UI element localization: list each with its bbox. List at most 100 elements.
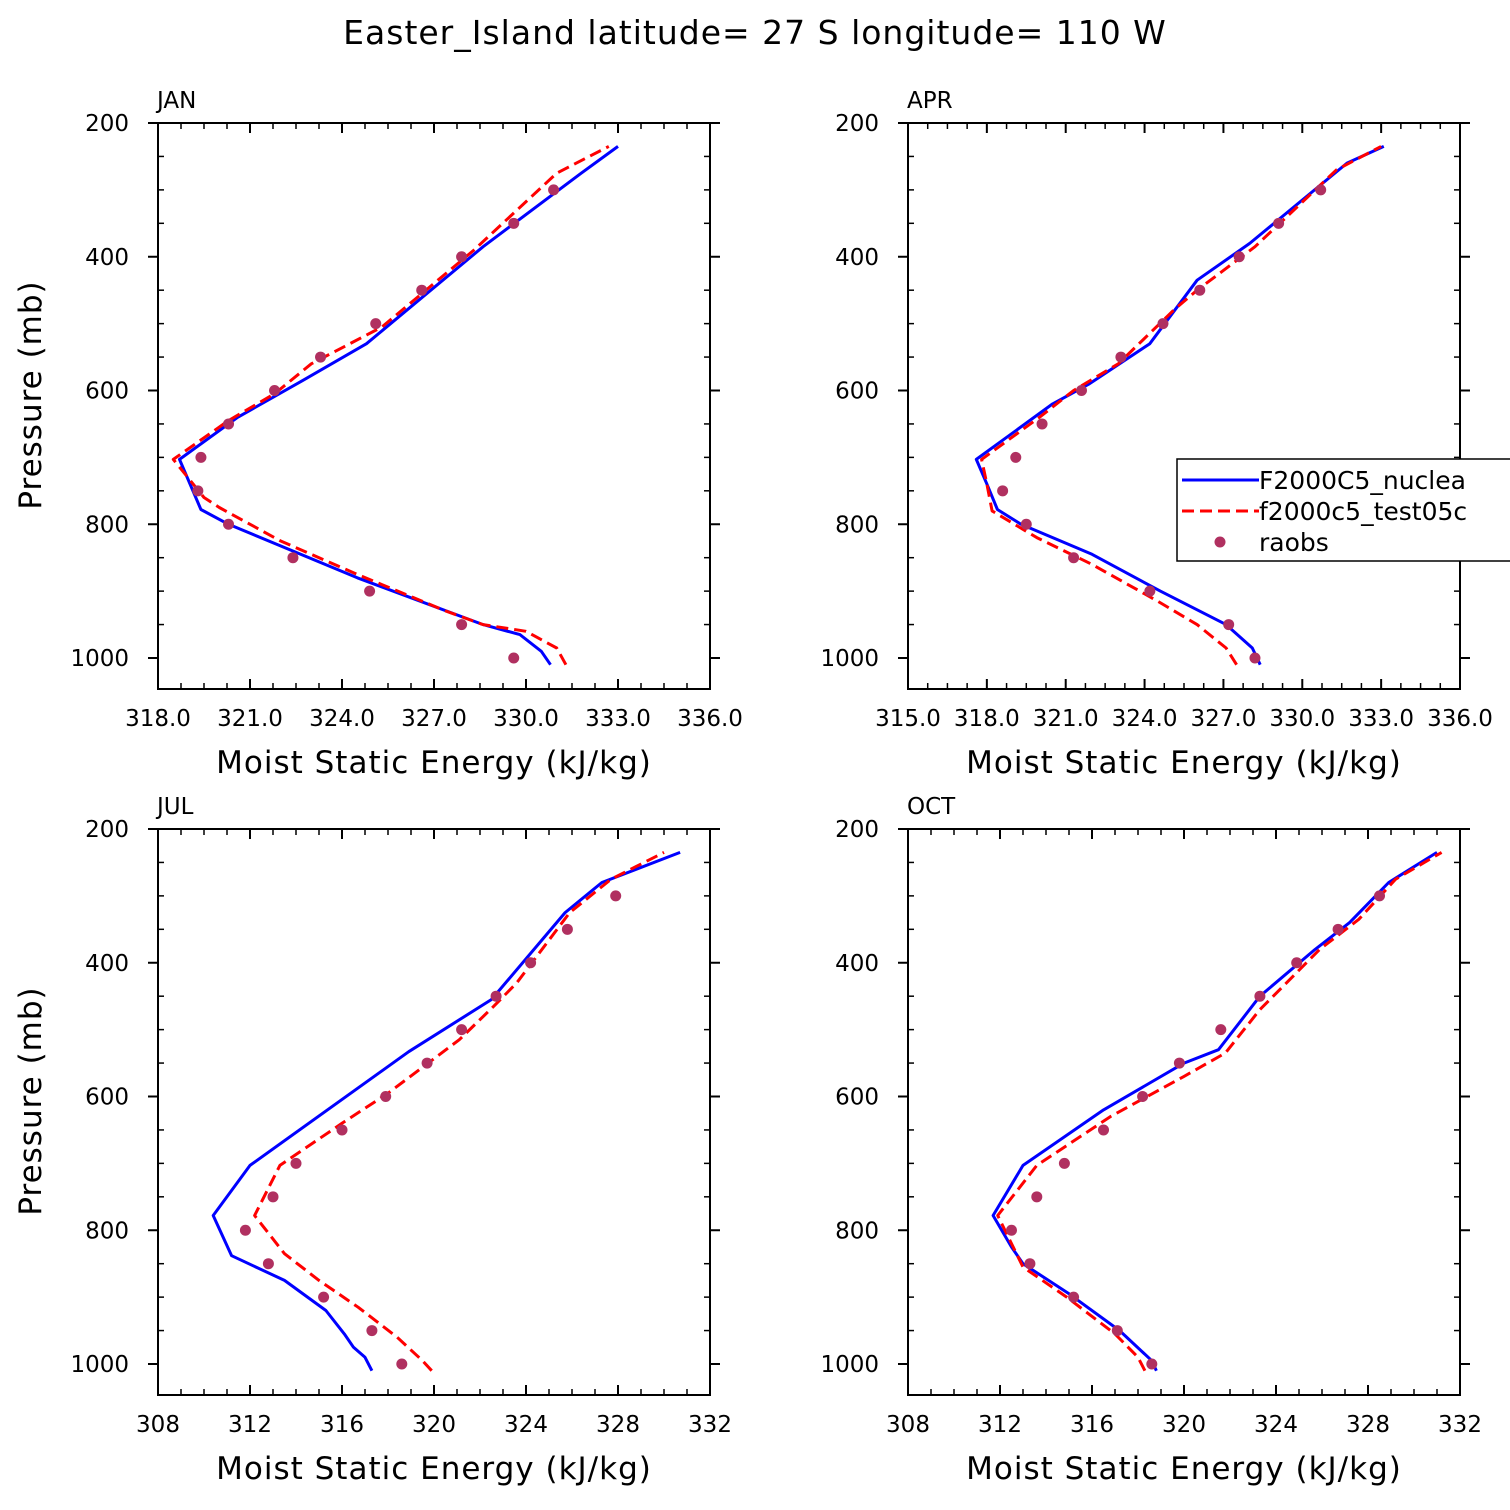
raobs-point [997,485,1009,497]
raobs-point [239,1224,251,1236]
y-tick-label: 600 [85,379,129,405]
x-tick-label: 324 [504,1412,548,1438]
y-tick-label: 200 [85,111,129,137]
series-group [211,851,681,1372]
raobs-point [1332,923,1344,935]
x-tick-label: 336.0 [677,706,743,732]
x-tick-label: 328 [596,1412,640,1438]
raobs-point [1374,890,1385,902]
x-tick-label: 333.0 [1348,706,1414,732]
legend-label: raobs [1259,528,1329,557]
raobs-point [416,284,428,296]
raobs-point [456,251,468,263]
y-tick-label: 400 [835,245,879,271]
raobs-point [508,217,520,229]
raobs-point [195,451,207,463]
plot-frame [907,828,1461,1396]
panel-jul: JUL 200 400 600 800 1000 308 312 316 320 324 328 332… [13,794,732,1487]
raobs-point [269,385,281,396]
y-tick-label: 1000 [820,1352,879,1378]
x-tick-label: 324 [1254,1412,1298,1438]
x-tick-label: 333.0 [585,706,651,732]
raobs-point [561,923,573,935]
y-tick-label: 800 [85,512,129,538]
raobs-point [315,351,327,363]
raobs-point [1068,1291,1080,1303]
y-tick-label: 800 [835,512,879,538]
y-tick-label: 600 [835,379,879,405]
x-axis-label: Moist Static Energy (kJ/kg) [966,1451,1402,1487]
legend-box [1176,458,1510,562]
legend-label: F2000C5_nuclea [1259,466,1466,495]
raobs-point [1157,318,1169,330]
x-axis-label: Moist Static Energy (kJ/kg) [216,1451,652,1487]
panel-title: JUL [155,794,194,820]
x-tick-label: 324.0 [309,706,375,732]
raobs-point [318,1291,330,1303]
test05c-line [171,145,610,666]
series-group [171,145,619,666]
raobs-point [456,619,468,631]
x-tick-label: 312 [228,1412,272,1438]
x-tick-label: 312 [978,1412,1022,1438]
y-tick-label: 200 [85,817,129,843]
raobs-point [1194,284,1206,296]
raobs-point [1223,619,1235,631]
raobs-point [1249,652,1261,664]
raobs-point [1254,990,1266,1002]
raobs-point [1031,1191,1043,1203]
raobs-point [364,585,376,597]
y-tick-label: 200 [835,111,879,137]
legend-marker [1214,536,1226,548]
x-tick-label: 332 [1438,1412,1482,1438]
x-tick-label: 308 [886,1412,930,1438]
nuclea-line [991,851,1438,1372]
raobs-point [1273,217,1285,229]
raobs-point [1173,1057,1185,1069]
x-tick-label: 321.0 [1033,706,1099,732]
y-tick-label: 800 [85,1218,129,1244]
plot-frame [157,122,711,690]
y-tick-label: 1000 [70,1352,129,1378]
x-tick-label: 315.0 [875,706,941,732]
raobs-point [1075,385,1087,396]
y-tick-label: 1000 [70,646,129,672]
raobs-point [490,990,502,1002]
raobs-point [287,552,299,564]
series-group [991,851,1443,1372]
raobs-point [610,890,622,902]
x-tick-label: 320 [412,1412,456,1438]
panel-apr: APR 200 400 600 800 1000 315.0 318.0 321.0 324.0 3… [820,88,1492,781]
y-tick-label: 800 [835,1218,879,1244]
raobs-point [1115,351,1127,363]
test05c-line [996,851,1443,1372]
x-tick-label: 316 [320,1412,364,1438]
x-axis-label: Moist Static Energy (kJ/kg) [966,745,1402,781]
x-tick-label: 318.0 [954,706,1020,732]
x-tick-label: 316 [1070,1412,1114,1438]
raobs-point [1291,957,1303,969]
raobs-point [1068,552,1080,564]
figure-title: Easter_Island latitude= 27 S longitude= … [343,13,1167,52]
raobs-point [1020,518,1032,530]
x-axis-label: Moist Static Energy (kJ/kg) [216,745,652,781]
y-tick-label: 600 [835,1085,879,1111]
y-tick-label: 200 [835,817,879,843]
raobs-point [1137,1091,1149,1102]
panels: JAN 200 400 600 800 1000 318.0 321.0 324.0 327.0 3… [13,88,1510,1487]
x-tick-label: 327.0 [401,706,467,732]
x-tick-label: 308 [136,1412,180,1438]
x-tick-label: 318.0 [125,706,191,732]
raobs-point [1215,1024,1227,1036]
panel-title: JAN [155,88,196,114]
raobs-point [1036,418,1048,430]
raobs-point [380,1091,392,1102]
raobs-point [1144,585,1156,597]
raobs-point [290,1157,302,1169]
raobs-point [1098,1124,1109,1136]
panel-jan: JAN 200 400 600 800 1000 318.0 321.0 324.0 327.0 3… [13,88,743,781]
y-tick-label: 400 [85,245,129,271]
raobs-point [366,1325,378,1337]
